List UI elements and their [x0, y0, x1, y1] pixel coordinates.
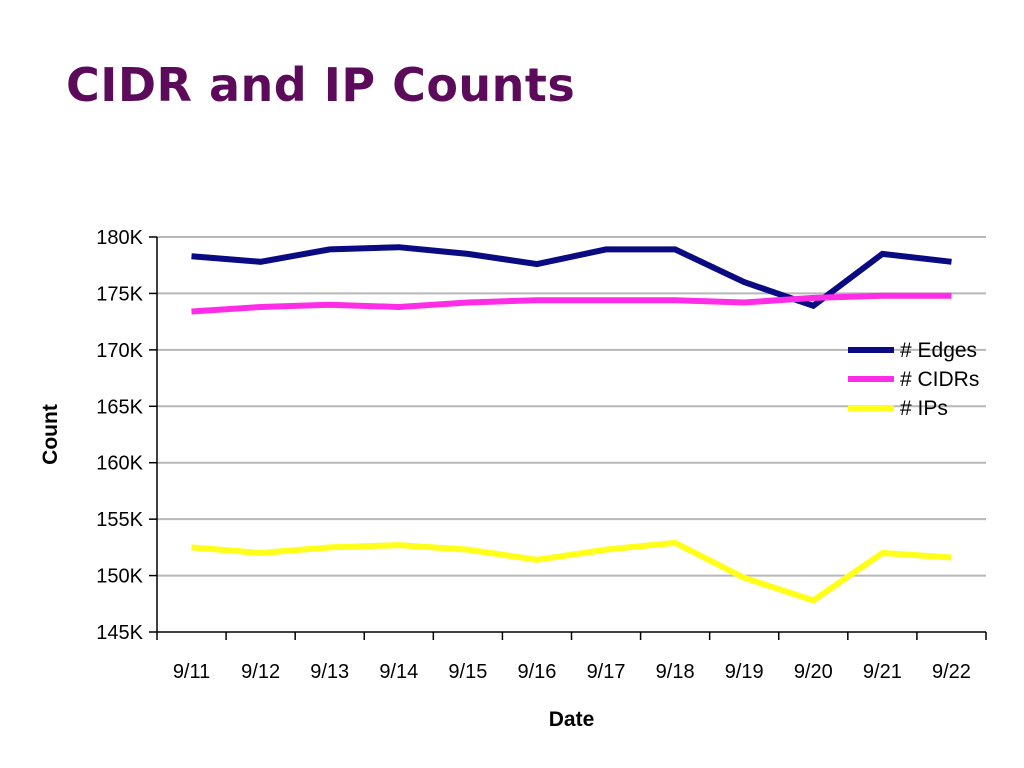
x-tick-label: 9/16 — [517, 661, 556, 683]
series-line-2 — [191, 292, 952, 315]
y-tick-label: 175K — [96, 283, 143, 305]
y-tick-label: 155K — [96, 509, 143, 531]
x-tick-label: 9/11 — [173, 661, 210, 683]
y-axis-title: Count — [39, 404, 62, 465]
x-tick-label: 9/18 — [656, 661, 695, 683]
y-tick-label: 160K — [96, 453, 143, 475]
x-tick-label: 9/22 — [932, 661, 971, 683]
y-tick-label: 145K — [96, 622, 143, 644]
series-lines — [191, 244, 952, 604]
y-tick-label: 170K — [96, 340, 143, 362]
x-tick-label: 9/12 — [241, 661, 280, 683]
x-tick-label: 9/19 — [725, 661, 764, 683]
x-tick-label: 9/20 — [794, 661, 833, 683]
y-tick-labels: 145K 150K 155K 160K 165K 170K 175K 180K — [96, 227, 157, 644]
x-tick-label: 9/13 — [310, 661, 349, 683]
legend: # Edges # CIDRs # IPs — [848, 339, 979, 420]
y-tick-label: 180K — [96, 227, 143, 249]
legend-label: # IPs — [900, 397, 948, 420]
y-tick-label: 165K — [96, 396, 143, 418]
x-tick-label: 9/21 — [863, 661, 902, 683]
x-tick-labels: 9/11 9/12 9/13 9/14 9/15 9/16 9/17 9/18 9/19 9/20… — [156, 632, 987, 683]
gridlines — [157, 236, 986, 577]
y-tick-label: 150K — [96, 566, 143, 588]
x-tick-label: 9/17 — [587, 661, 626, 683]
x-axis-title: Date — [549, 708, 595, 731]
slide-title: CIDR and IP Counts — [66, 58, 576, 112]
legend-label: # Edges — [900, 339, 977, 362]
x-tick-label: 9/14 — [379, 661, 418, 683]
x-tick-label: 9/15 — [448, 661, 487, 683]
series-line-3 — [191, 539, 952, 604]
legend-label: # CIDRs — [900, 368, 979, 391]
